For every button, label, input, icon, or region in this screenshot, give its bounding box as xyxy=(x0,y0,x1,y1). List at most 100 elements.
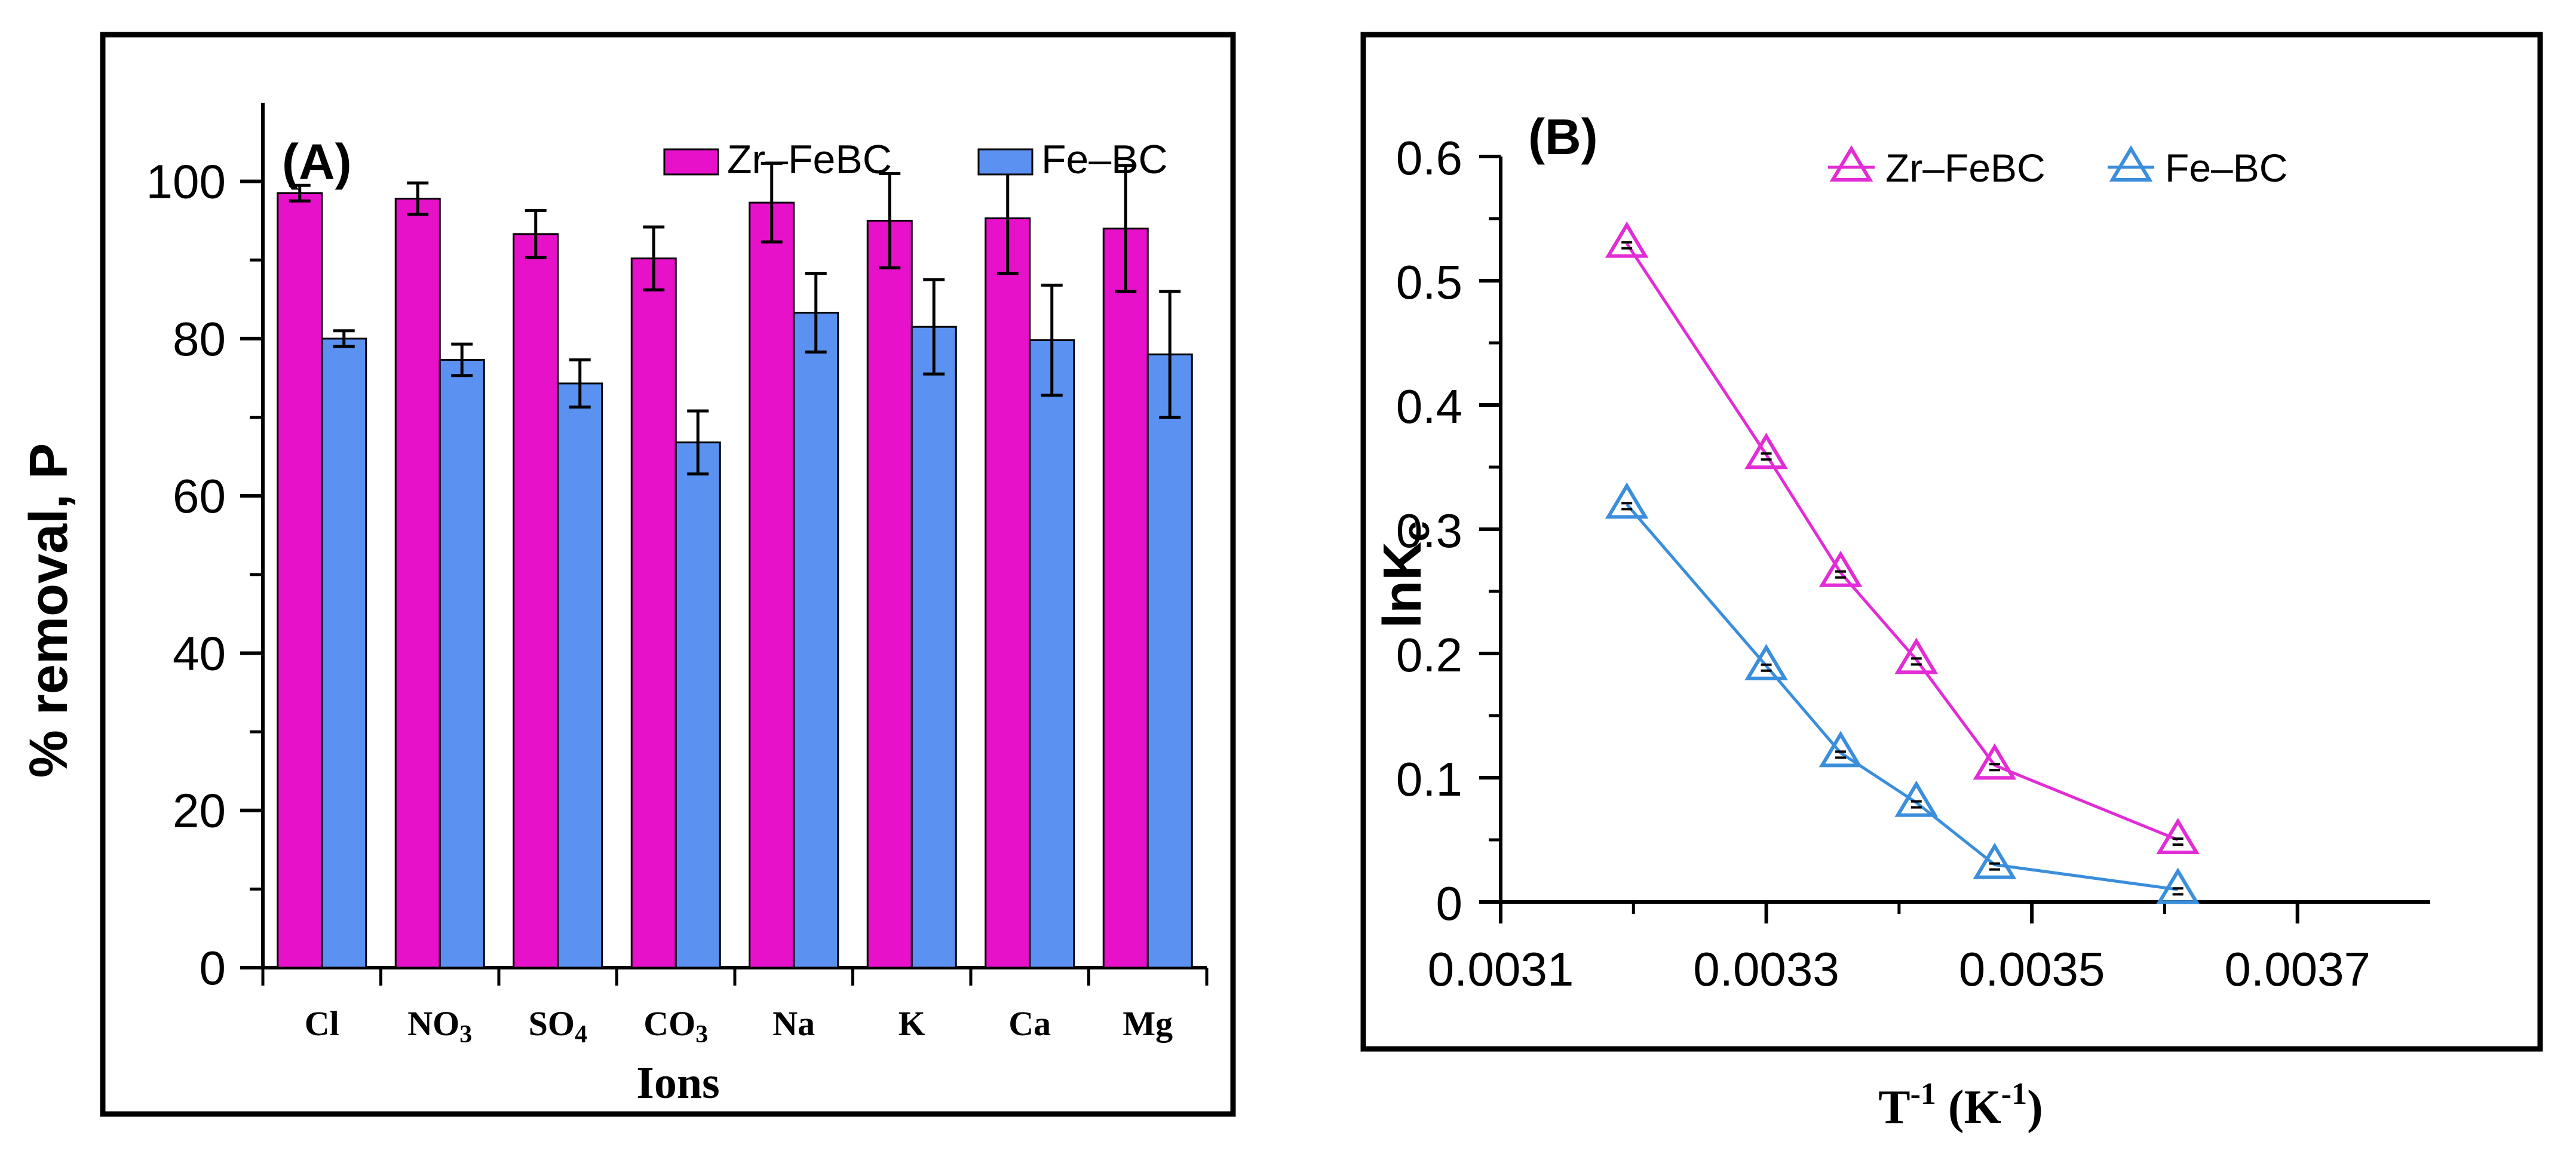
error-bar xyxy=(1115,164,1137,293)
y-tick-label: 40 xyxy=(173,627,226,680)
error-bar xyxy=(525,208,547,259)
error-bar xyxy=(1041,283,1063,397)
error-bar xyxy=(923,278,945,376)
triangle-marker xyxy=(1894,637,1939,674)
y-tick-label: 0 xyxy=(1436,877,1463,930)
bar-zr-febc-co3 xyxy=(630,257,677,969)
bar-zr-febc-so4 xyxy=(513,233,559,969)
x-tick-label: Ca xyxy=(1008,1004,1051,1043)
bar-fe-bc-cl xyxy=(321,337,367,969)
data-point xyxy=(1605,482,1649,519)
triangle-marker xyxy=(1973,743,2017,780)
panel-a: (A) 0 20 40 60 80 100 Cl NO3 SO4 CO3 Na K Ca Mg Zr–Fe… xyxy=(19,32,1236,1117)
y-tick-label: 0.4 xyxy=(1396,380,1462,433)
y-tick-label: 0.1 xyxy=(1396,753,1462,806)
error-bar xyxy=(879,171,901,269)
error-bar xyxy=(1159,290,1181,419)
x-title-mid: (K xyxy=(1936,1081,2001,1134)
triangle-marker xyxy=(1744,432,1788,470)
data-point xyxy=(1973,743,2017,780)
error-bar xyxy=(643,225,665,291)
x-tick-label: 0.0031 xyxy=(1428,943,1574,996)
triangle-marker xyxy=(1973,842,2017,879)
panel-b-tick-labels: 0 0.1 0.2 0.3 0.4 0.5 0.6 0.0031 0.0033 0.0035 0.0… xyxy=(1396,131,2370,996)
series-line-zr-febc xyxy=(1626,243,2179,842)
bar-zr-febc-k xyxy=(866,219,913,969)
triangle-marker xyxy=(1894,780,1939,817)
panel-a-x-axis-title: Ions xyxy=(636,1058,719,1108)
data-point xyxy=(2156,867,2200,904)
x-title-sup1: -1 xyxy=(1910,1077,1936,1111)
legend-marker xyxy=(1829,145,1873,182)
error-bar xyxy=(451,342,473,378)
x-tick-label: 0.0037 xyxy=(2224,943,2370,996)
data-point xyxy=(2156,818,2200,854)
x-tick-label: 0.0035 xyxy=(1959,943,2105,996)
x-tick-label: 0.0033 xyxy=(1693,943,1839,996)
panel-a-frame xyxy=(100,32,1236,1117)
bar-fe-bc-mg xyxy=(1146,353,1193,969)
bar-zr-febc-cl xyxy=(277,192,323,969)
panel-b-legend: Zr–FeBC Fe–BC xyxy=(1828,145,2287,190)
panel-a-y-axis-title: % removal, P xyxy=(19,443,79,778)
legend-label: Fe–BC xyxy=(1041,137,1168,182)
error-bar xyxy=(760,161,783,244)
panel-a-legend: Zr–FeBC Fe–BC xyxy=(663,137,1168,182)
bar-fe-bc-so4 xyxy=(557,382,603,969)
panel-a-bars xyxy=(277,161,1193,969)
legend-label: Zr–FeBC xyxy=(1885,146,2046,190)
y-tick-label: 0.2 xyxy=(1396,628,1462,682)
error-bar xyxy=(407,181,429,216)
y-tick-label: 60 xyxy=(173,470,226,523)
panel-b: (B) 0 0.1 0.2 0.3 0.4 0.5 0.6 0.0031 0.0033 0.003… xyxy=(1360,32,2543,1134)
panel-b-label: (B) xyxy=(1528,109,1598,165)
panel-b-frame xyxy=(1360,32,2543,1052)
data-point xyxy=(1744,643,1788,680)
panel-a-tick-labels: 0 20 40 60 80 100 Cl NO3 SO4 CO3 Na K Ca Mg xyxy=(146,155,1173,1048)
data-point xyxy=(1894,780,1939,817)
x-title-sup2: -1 xyxy=(2001,1077,2027,1111)
x-tick-label: Mg xyxy=(1123,1004,1173,1043)
data-point xyxy=(1818,731,1863,768)
bar-zr-febc-no3 xyxy=(394,198,441,969)
bar-zr-febc-ca xyxy=(985,217,1031,969)
bar-fe-bc-co3 xyxy=(674,441,721,969)
triangle-marker xyxy=(1605,482,1649,519)
legend-label: Fe–BC xyxy=(2165,146,2287,190)
legend-label: Zr–FeBC xyxy=(727,137,892,182)
x-tick-label: Cl xyxy=(305,1004,339,1043)
panel-b-lines xyxy=(1605,221,2200,904)
triangle-marker xyxy=(1605,221,1649,258)
triangle-marker xyxy=(2156,818,2200,854)
x-tick-label: Na xyxy=(772,1004,815,1043)
x-title-base: T xyxy=(1878,1081,1910,1134)
panel-a-label: (A) xyxy=(282,134,352,190)
error-bar xyxy=(289,183,311,203)
data-point xyxy=(1894,637,1939,674)
data-point xyxy=(1605,221,1649,258)
panel-b-x-axis-title: T-1 (K-1) xyxy=(1878,1077,2043,1134)
bar-fe-bc-k xyxy=(910,326,957,969)
legend-swatch xyxy=(977,148,1034,176)
panel-b-y-axis-title: lnKc xyxy=(1373,521,1437,628)
panel-b-y-axis-title-sub: c xyxy=(1396,521,1437,541)
x-tick-label: SO4 xyxy=(529,1004,587,1048)
triangle-marker xyxy=(1818,550,1863,587)
error-bar xyxy=(805,272,827,354)
data-point xyxy=(1744,432,1788,470)
panel-b-y-axis-title-base: lnK xyxy=(1373,542,1433,628)
data-point xyxy=(1818,550,1863,587)
y-tick-label: 0.3 xyxy=(1396,504,1462,557)
bar-zr-febc-na xyxy=(749,201,795,969)
series-line-fe-bc xyxy=(1626,503,2178,891)
triangle-marker xyxy=(2156,867,2200,904)
data-point xyxy=(1973,842,2017,879)
x-tick-label: NO3 xyxy=(407,1004,472,1048)
legend-marker xyxy=(2109,145,2153,182)
y-tick-label: 100 xyxy=(146,155,226,208)
bar-fe-bc-no3 xyxy=(438,358,485,969)
panel-b-axes xyxy=(1479,155,2430,923)
error-bar xyxy=(333,329,355,348)
y-tick-label: 20 xyxy=(173,784,226,837)
